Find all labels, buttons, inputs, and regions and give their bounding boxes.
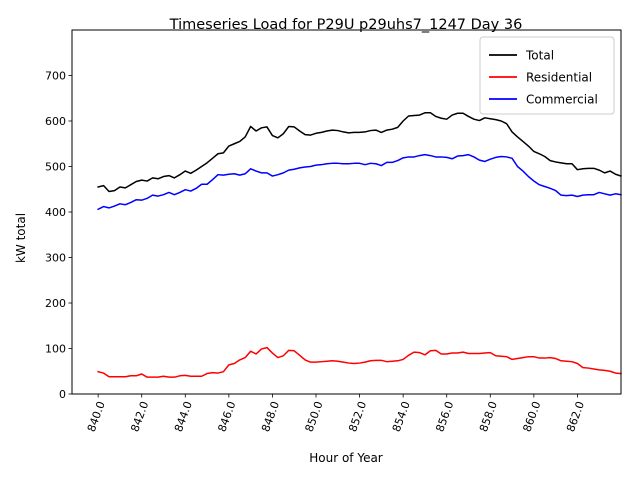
legend-label-total: Total (525, 49, 554, 63)
y-tick-label: 200 (45, 297, 66, 310)
y-axis-label: kW total (14, 213, 28, 263)
plot-area (97, 112, 622, 378)
x-axis-label: Hour of Year (309, 451, 383, 465)
y-tick-label: 400 (45, 206, 66, 219)
y-tick-label: 600 (45, 115, 66, 128)
y-axis-ticks: 0 100 200 300 400 500 600 700 (45, 70, 72, 401)
legend: Total Residential Commercial (479, 36, 615, 115)
series-line-commercial (97, 153, 622, 211)
y-tick-label: 100 (45, 343, 66, 356)
legend-label-commercial: Commercial (526, 93, 598, 107)
y-tick-label: 300 (45, 252, 66, 265)
series-line-total (97, 112, 622, 193)
y-tick-label: 700 (45, 70, 66, 83)
y-tick-label: 500 (45, 161, 66, 174)
y-tick-label: 0 (59, 388, 66, 401)
chart-title: Timeseries Load for P29U p29uhs7_1247 Da… (169, 17, 523, 33)
legend-box (479, 36, 615, 115)
series-line-residential (97, 346, 622, 378)
legend-label-residential: Residential (526, 71, 592, 85)
